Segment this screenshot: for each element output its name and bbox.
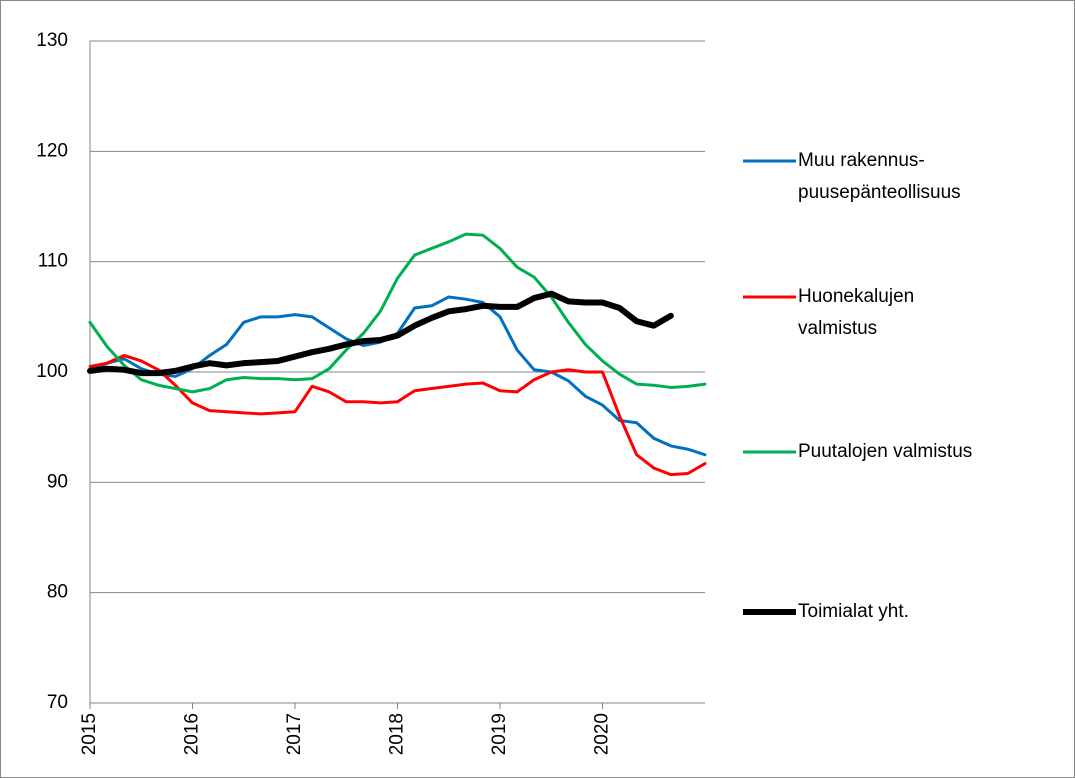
series-line: [88, 232, 707, 394]
x-tick-label: 2019: [489, 713, 510, 755]
y-tick-label: 120: [36, 140, 68, 161]
legend-label: Puutalojen valmistus: [798, 441, 973, 462]
series-line: [87, 290, 674, 377]
x-tick-label: 2016: [182, 713, 203, 755]
y-tick-label: 100: [36, 361, 68, 382]
legend-label: Huonekalujen valmistus: [798, 286, 915, 339]
y-tick-label: 70: [47, 692, 68, 713]
x-tick-label: 2018: [387, 713, 408, 755]
legend-label: Toimialat yht.: [798, 601, 909, 622]
series-line: [88, 353, 707, 477]
y-tick-label: 80: [47, 582, 68, 603]
y-tick-label: 130: [36, 30, 68, 51]
x-tick-label: 2015: [79, 713, 100, 755]
x-tick-label: 2017: [284, 713, 305, 755]
x-tick-label: 2020: [592, 713, 613, 755]
legend-label: Muu rakennus-puusepänteollisuus: [798, 150, 961, 203]
y-tick-label: 90: [47, 471, 68, 492]
y-tick-label: 110: [38, 251, 68, 272]
